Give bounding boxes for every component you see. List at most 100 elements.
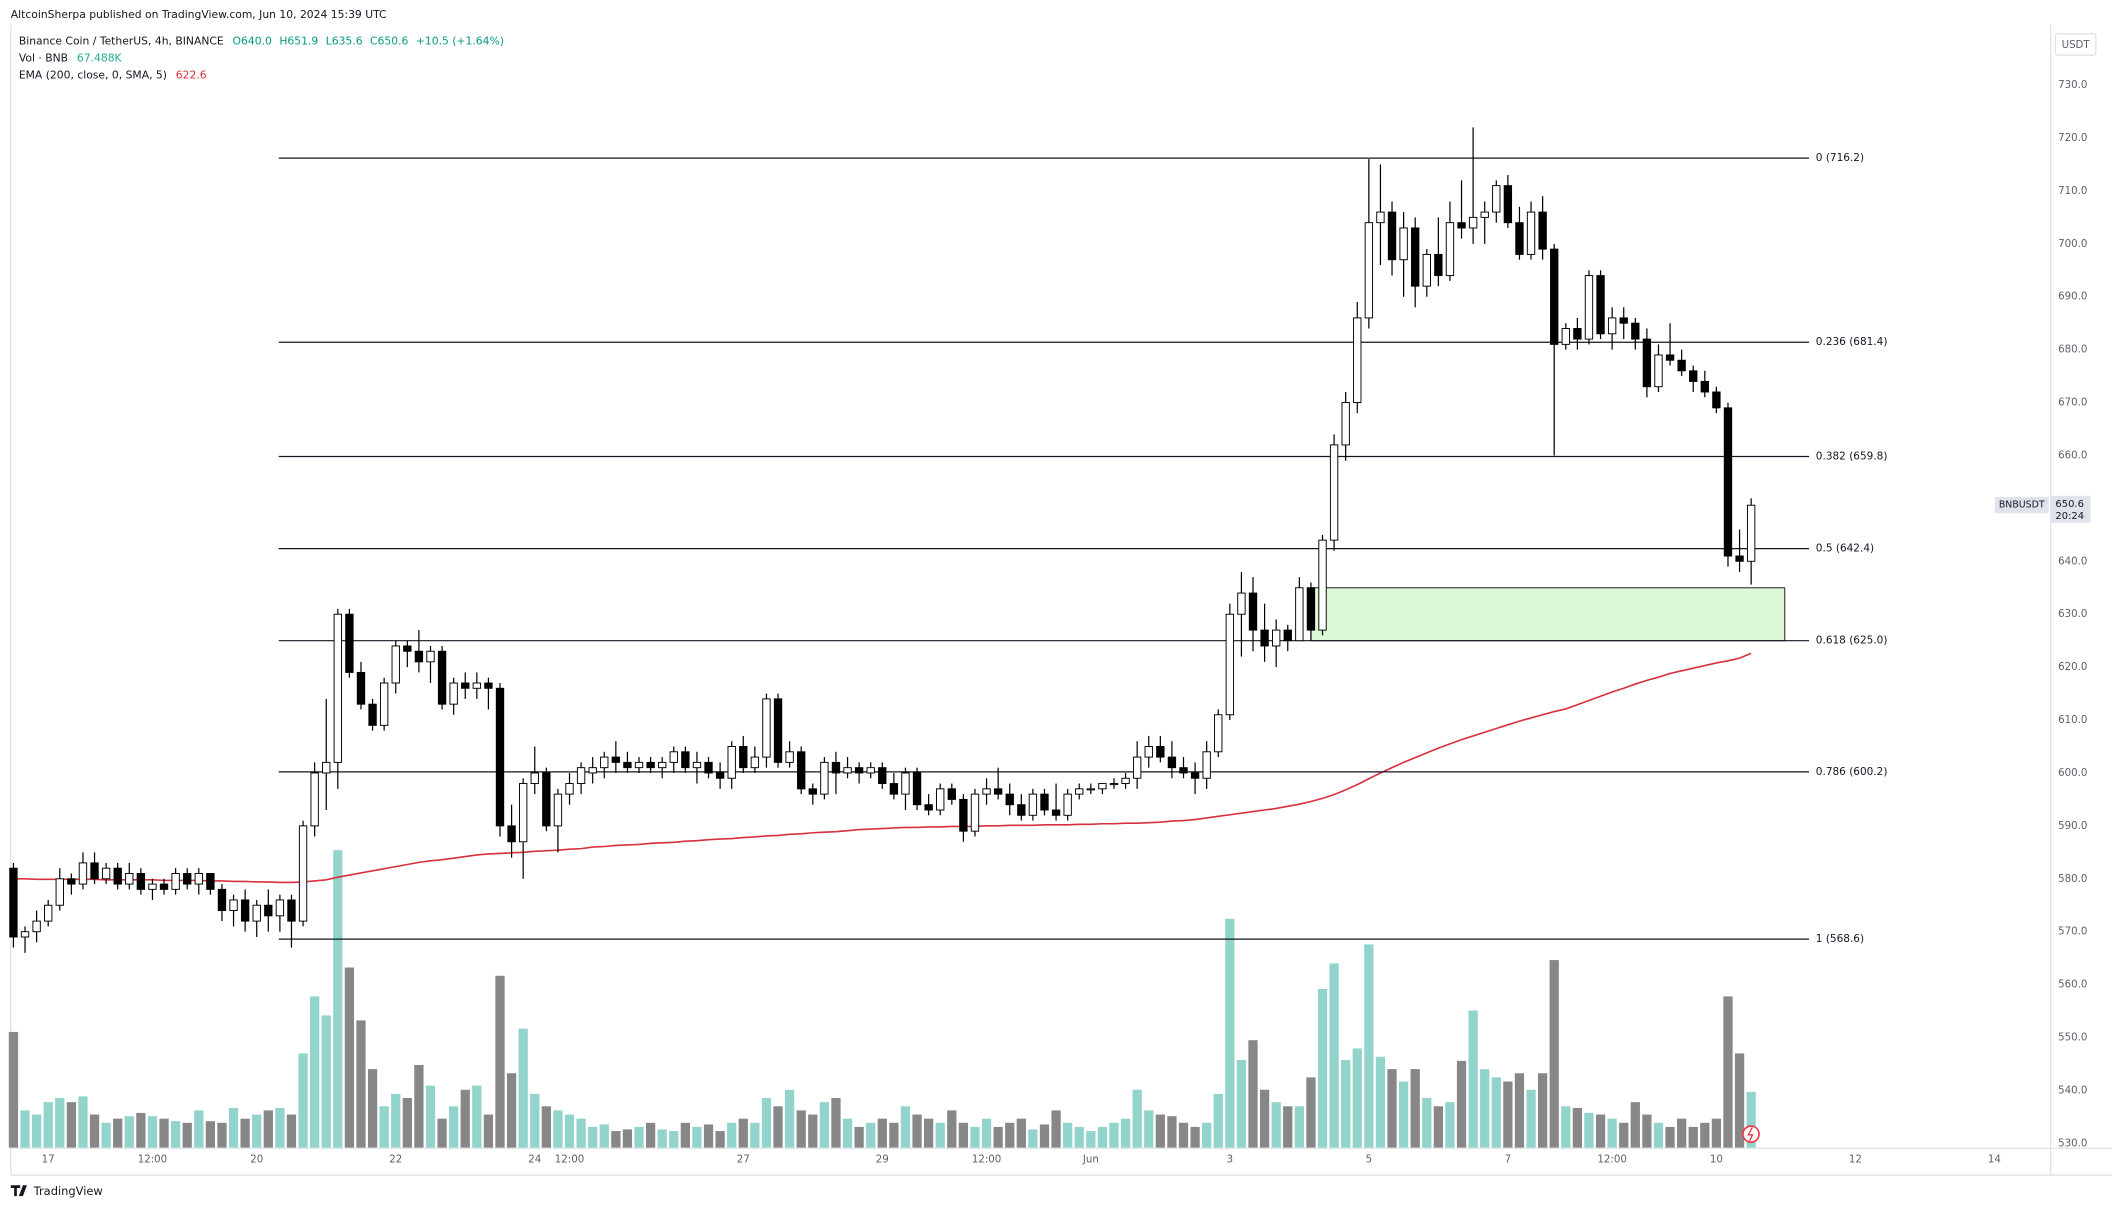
candle-body <box>912 772 922 806</box>
candle-body <box>275 899 285 917</box>
candle-body <box>1642 338 1652 388</box>
volume-bar <box>425 1085 436 1148</box>
volume-bar <box>1422 1098 1432 1148</box>
volume-bar <box>1456 1060 1467 1148</box>
candle-body <box>1318 539 1327 631</box>
volume-bar <box>182 1122 192 1148</box>
candle-body <box>449 682 458 705</box>
candle-body <box>9 867 18 938</box>
volume-bar <box>1607 1118 1617 1148</box>
volume-bar <box>900 1106 911 1148</box>
ema-value: 622.6 <box>176 68 207 81</box>
y-tick-label: 550.0 <box>2058 1033 2087 1044</box>
candle-body <box>171 873 180 890</box>
volume-bar <box>89 1114 100 1148</box>
candle-body <box>287 899 296 922</box>
volume-bar <box>924 1118 934 1148</box>
candle-body <box>634 761 644 769</box>
volume-bar <box>541 1106 551 1148</box>
candle-body <box>1468 216 1478 229</box>
candle-body <box>773 698 783 763</box>
candle-body <box>878 767 887 785</box>
volume-bar <box>1445 1102 1455 1148</box>
candle-body <box>1225 613 1235 716</box>
volume-bar <box>252 1114 262 1148</box>
volume-bar <box>217 1122 227 1148</box>
candle-body <box>681 751 690 769</box>
x-tick-label: 27 <box>737 1155 750 1166</box>
volume-bar <box>796 1110 806 1148</box>
candle-body <box>484 682 493 689</box>
candle-body <box>959 798 968 832</box>
volume-bar <box>506 1073 517 1148</box>
volume-bar <box>727 1122 737 1148</box>
candle-body <box>588 767 597 774</box>
volume-bar <box>866 1122 876 1148</box>
y-tick-label: 700.0 <box>2058 239 2087 250</box>
volume-bar <box>669 1131 679 1148</box>
candle-body <box>113 867 122 885</box>
volume-bar <box>761 1098 772 1148</box>
volume-bar <box>170 1121 181 1148</box>
volume-bar <box>31 1114 42 1148</box>
volume-bar <box>8 1031 19 1148</box>
x-tick-label: 12:00 <box>972 1155 1001 1166</box>
candle-body <box>101 867 111 880</box>
logo-mark <box>10 1185 27 1197</box>
volume-bar <box>298 1053 308 1148</box>
price-countdown: 20:24 <box>2055 511 2084 522</box>
volume-bar <box>1549 960 1559 1148</box>
candle-body <box>1017 804 1026 816</box>
volume-bar <box>1144 1110 1154 1148</box>
volume-bar <box>1051 1110 1061 1148</box>
volume-bar <box>831 1098 841 1148</box>
candle-body <box>1329 444 1339 541</box>
volume-bar <box>1711 1118 1722 1148</box>
candle-body <box>1746 504 1756 562</box>
fib-label: 1 (568.6) <box>1816 933 1864 945</box>
volume-bar <box>958 1122 969 1148</box>
volume-bar <box>437 1118 447 1148</box>
volume-bar <box>402 1098 412 1148</box>
volume-bar <box>1039 1124 1050 1148</box>
fib-label: 0 (716.2) <box>1816 152 1864 164</box>
volume-bar <box>738 1118 748 1148</box>
volume-bar <box>877 1118 887 1148</box>
volume-bar <box>1514 1073 1525 1148</box>
volume-bar <box>495 975 505 1148</box>
candle-body <box>437 650 447 705</box>
candle-body <box>1631 322 1640 340</box>
candle-body <box>750 756 760 769</box>
volume-bar <box>657 1129 667 1148</box>
candle-body <box>762 698 771 758</box>
volume-bar <box>101 1122 111 1148</box>
volume-bar <box>1746 1091 1756 1148</box>
candle-body <box>1480 211 1489 218</box>
candle-body <box>1295 587 1304 642</box>
volume-bar <box>1016 1118 1026 1148</box>
candle-body <box>924 804 933 811</box>
y-tick-label: 610.0 <box>2058 715 2087 726</box>
volume-bar <box>553 1110 563 1148</box>
candle-body <box>264 904 273 917</box>
volume-bar <box>634 1126 644 1148</box>
currency-box[interactable] <box>2054 32 2097 56</box>
candle-body <box>507 825 516 843</box>
volume-bar <box>1398 1081 1409 1148</box>
candle-body <box>866 767 875 774</box>
candle-body <box>797 751 806 790</box>
candle-body <box>1538 211 1547 250</box>
volume-bar <box>1375 1056 1386 1148</box>
candle-body <box>1573 328 1582 340</box>
volume-bar <box>1190 1126 1200 1148</box>
candle-body <box>901 772 910 795</box>
candle-body <box>1167 756 1177 769</box>
volume-bar <box>1410 1069 1420 1148</box>
volume-bar <box>1677 1118 1687 1148</box>
y-tick-label: 560.0 <box>2058 980 2087 991</box>
candle-body <box>1202 751 1211 779</box>
price-tag-value: 650.6 <box>2055 499 2084 510</box>
y-tick-label: 720.0 <box>2058 133 2087 144</box>
